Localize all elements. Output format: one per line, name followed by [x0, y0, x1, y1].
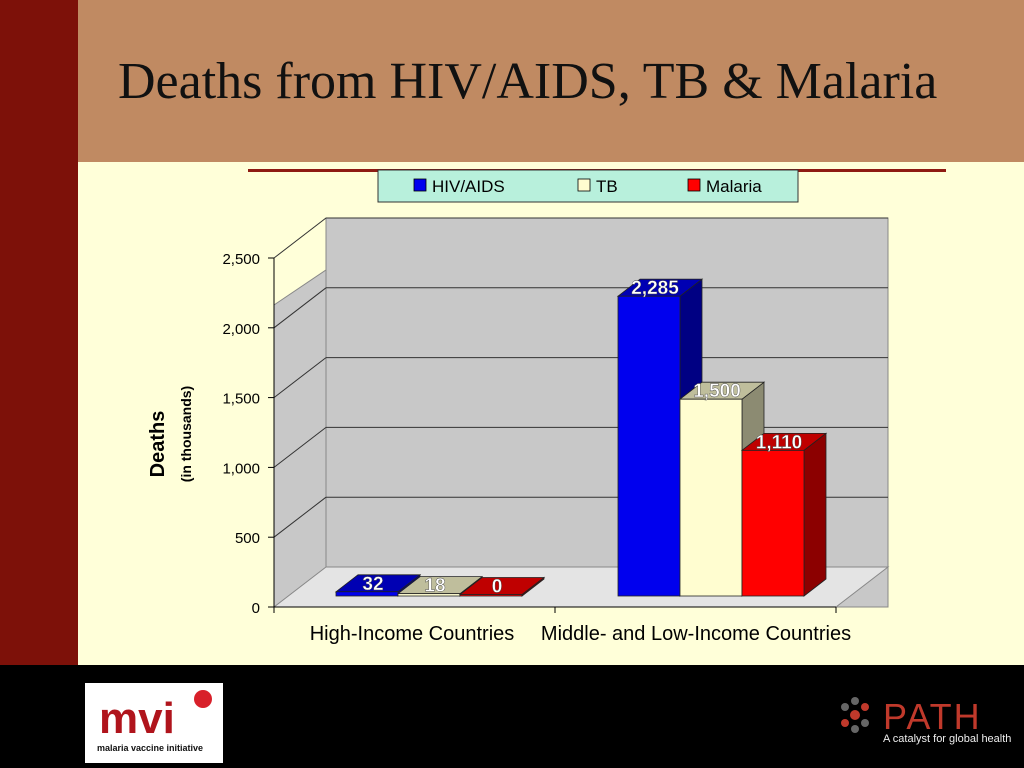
- title-header-band: [78, 0, 1024, 162]
- bar-chart: HIV/AIDS TB Malaria 0 500 1,000 1,500 2,000 2…: [147, 169, 890, 645]
- mvi-logo-text: malaria vaccine initiative: [97, 743, 204, 753]
- legend-label-malaria: Malaria: [706, 177, 762, 196]
- legend: HIV/AIDS TB Malaria: [377, 169, 799, 203]
- svg-text:mvi: mvi: [99, 694, 175, 743]
- data-label: 1,500: [693, 381, 741, 402]
- path-logo-text: A catalyst for global health: [883, 733, 1012, 745]
- mvi-logo: mvi malaria vaccine initiative: [85, 683, 223, 763]
- path-logo: PATH: [835, 695, 1015, 745]
- left-accent-bar: [0, 0, 78, 665]
- legend-swatch-malaria: [687, 178, 701, 192]
- data-label: 0: [492, 577, 503, 598]
- data-label: 18: [424, 576, 445, 597]
- svg-text:PATH: PATH: [883, 696, 982, 735]
- y-tick-label: 500: [235, 530, 260, 547]
- gridline-side: [273, 427, 327, 468]
- legend-swatch-hiv: [413, 178, 427, 192]
- data-label: 32: [362, 574, 383, 595]
- y-tick-label: 1,500: [222, 391, 260, 408]
- data-label: 1,110: [756, 432, 803, 453]
- bar-hivaids-1: [617, 295, 681, 597]
- path-logo-mark-icon: PATH: [841, 696, 982, 737]
- category-label-high-income: High-Income Countries: [310, 623, 515, 645]
- bars: 32 2,285 18 1,500 0 1,110: [334, 278, 828, 598]
- y-ticks: 0 500 1,000 1,500 2,000 2,500: [222, 251, 837, 617]
- mvi-logo-mark-icon: mvi: [99, 690, 212, 743]
- data-label: 2,285: [631, 278, 679, 299]
- legend-swatch-tb: [577, 178, 591, 192]
- y-tick-label: 0: [252, 600, 260, 617]
- y-axis-title: Deaths: [147, 411, 169, 478]
- slide-title: Deaths from HIV/AIDS, TB & Malaria: [118, 53, 938, 110]
- bar-malaria-0: [459, 594, 523, 597]
- gridline-side: [273, 287, 327, 329]
- chart-side-wall: [273, 269, 327, 608]
- category-label-middle-low-income: Middle- and Low-Income Countries: [541, 623, 851, 645]
- bar-side: [803, 432, 827, 597]
- gridline-side: [273, 217, 327, 259]
- gridline-side: [273, 357, 327, 398]
- legend-label-hiv: HIV/AIDS: [432, 177, 505, 196]
- y-axis-subtitle: (in thousands): [178, 386, 194, 482]
- y-tick-label: 2,500: [222, 251, 260, 268]
- bar-malaria-1: [741, 449, 805, 597]
- legend-label-tb: TB: [596, 177, 618, 196]
- gridline-side: [273, 496, 327, 538]
- y-tick-label: 2,000: [222, 321, 260, 338]
- bar-tb-1: [679, 398, 743, 597]
- y-tick-label: 1,000: [222, 460, 260, 477]
- chart-area: HIV/AIDS TB Malaria 0 500 1,000 1,500 2,000 2…: [78, 162, 1024, 665]
